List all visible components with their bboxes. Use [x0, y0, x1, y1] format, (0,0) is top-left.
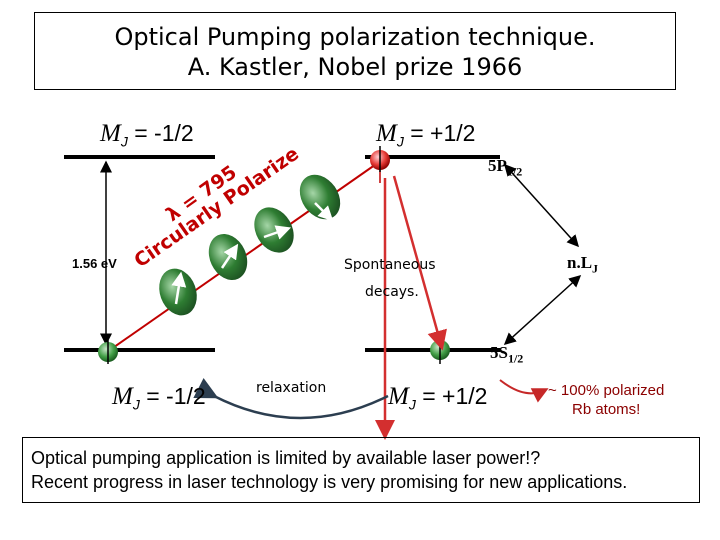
spontaneous-label: Spontaneous — [344, 257, 436, 273]
relaxation-label: relaxation — [256, 380, 327, 396]
decay-arrow-diag — [392, 175, 447, 351]
wavelength-label: λ = 795 nm — [0, 0, 246, 226]
title-line-1: Optical Pumping polarization technique. — [114, 23, 596, 51]
atom-1 — [159, 268, 197, 316]
footer-line-2: Recent progress in laser technology is v… — [31, 472, 628, 492]
upper-left-mj-label: MJ = -1/2 — [100, 120, 194, 150]
footer-box: Optical pumping application is limited b… — [22, 437, 700, 503]
footer-line-1: Optical pumping application is limited b… — [31, 448, 541, 468]
result-note: ~ 100% polarized Rb atoms! — [548, 381, 664, 419]
title-box: Optical Pumping polarization technique. … — [34, 12, 676, 90]
manifold-arrow-upper — [503, 163, 580, 248]
excited-state-label: 5P1/2 — [488, 156, 523, 179]
lower-right-mj-label: MJ = +1/2 — [388, 383, 488, 413]
atom-4 — [299, 174, 341, 222]
manifold-arrow-lower — [503, 274, 582, 346]
atom-ground-left — [98, 340, 118, 364]
atom-2 — [208, 233, 248, 281]
ground-state-label: 5S1/2 — [490, 343, 524, 366]
result-note-line-2: Rb atoms! — [571, 401, 641, 418]
lower-left-mj-label: MJ = -1/2 — [112, 383, 206, 413]
upper-right-mj-label: MJ = +1/2 — [376, 120, 476, 150]
decays-label: decays. — [365, 284, 419, 300]
atom-3 — [254, 207, 294, 253]
atom-excited — [370, 146, 390, 183]
manifold-label: n.LJ — [567, 253, 599, 276]
relaxation-arrow — [193, 378, 389, 420]
result-arrow — [499, 379, 549, 403]
title-line-2: A. Kastler, Nobel prize 1966 — [187, 53, 523, 81]
energy-gap-label: 1.56 eV — [72, 256, 117, 271]
result-note-line-1: ~ 100% polarized — [548, 382, 665, 399]
